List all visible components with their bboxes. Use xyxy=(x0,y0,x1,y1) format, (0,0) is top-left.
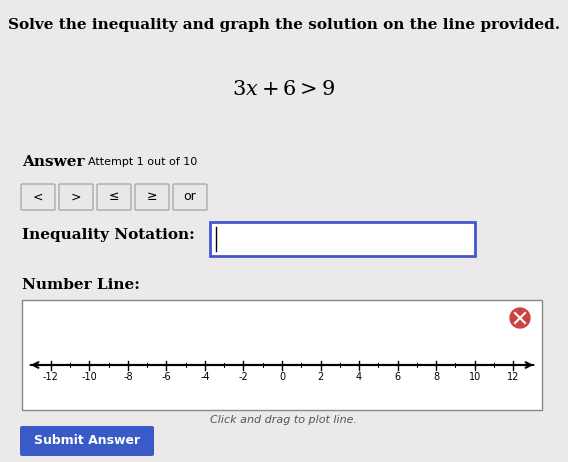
Text: -2: -2 xyxy=(239,372,248,382)
Text: Click and drag to plot line.: Click and drag to plot line. xyxy=(211,415,357,425)
FancyBboxPatch shape xyxy=(59,184,93,210)
Text: ≤: ≤ xyxy=(108,190,119,203)
Text: -8: -8 xyxy=(123,372,133,382)
Text: 4: 4 xyxy=(356,372,362,382)
Text: Number Line:: Number Line: xyxy=(22,278,140,292)
Text: or: or xyxy=(183,190,197,203)
FancyBboxPatch shape xyxy=(173,184,207,210)
Text: Solve the inequality and graph the solution on the line provided.: Solve the inequality and graph the solut… xyxy=(8,18,560,32)
FancyBboxPatch shape xyxy=(135,184,169,210)
Text: -6: -6 xyxy=(162,372,172,382)
Text: -12: -12 xyxy=(43,372,59,382)
Text: 8: 8 xyxy=(433,372,439,382)
Text: 6: 6 xyxy=(395,372,400,382)
FancyBboxPatch shape xyxy=(20,426,154,456)
Text: 2: 2 xyxy=(318,372,324,382)
Text: $3x + 6 > 9$: $3x + 6 > 9$ xyxy=(232,80,336,99)
Text: Attempt 1 out of 10: Attempt 1 out of 10 xyxy=(88,157,197,167)
Text: Submit Answer: Submit Answer xyxy=(34,434,140,448)
FancyBboxPatch shape xyxy=(22,300,542,410)
Text: 10: 10 xyxy=(469,372,481,382)
Text: <: < xyxy=(33,190,43,203)
Text: -10: -10 xyxy=(82,372,97,382)
Text: Answer: Answer xyxy=(22,155,85,169)
Text: 12: 12 xyxy=(507,372,519,382)
FancyBboxPatch shape xyxy=(97,184,131,210)
FancyBboxPatch shape xyxy=(21,184,55,210)
Circle shape xyxy=(510,308,530,328)
Text: >: > xyxy=(71,190,81,203)
Text: ≥: ≥ xyxy=(147,190,157,203)
Text: Inequality Notation:: Inequality Notation: xyxy=(22,228,195,242)
FancyBboxPatch shape xyxy=(210,222,475,256)
Text: -4: -4 xyxy=(200,372,210,382)
Text: 0: 0 xyxy=(279,372,285,382)
